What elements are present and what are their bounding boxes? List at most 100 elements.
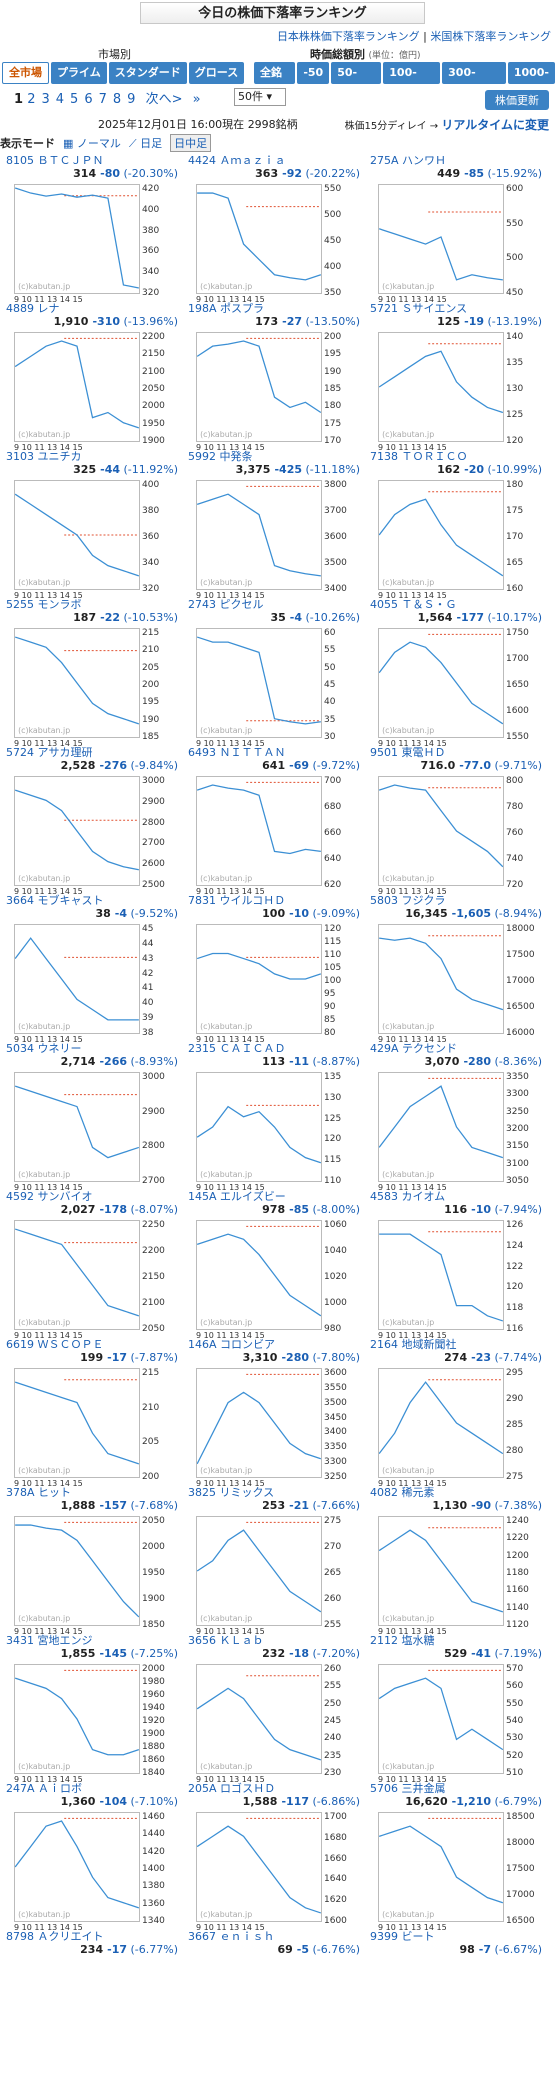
mode-daily[interactable]: ⟋ 日足: [128, 137, 163, 150]
market-prime-button[interactable]: プライム: [51, 62, 107, 84]
stock-card[interactable]: 4055 Ｔ＆Ｓ・Ｇ 1,564 -177 (-10.17%) (c)kabutan…: [370, 596, 546, 768]
stock-name[interactable]: 146A コロンビア: [188, 1338, 276, 1351]
stock-name[interactable]: 8798 Ａクリエイト: [6, 1930, 104, 1943]
stock-card[interactable]: 378A ヒット 1,888 -157 (-7.68%) (c)kabutan.jp…: [6, 1484, 182, 1656]
stock-name[interactable]: 5992 中発条: [188, 450, 253, 463]
stock-name[interactable]: 3431 宮地エンジ: [6, 1634, 93, 1647]
jp-ranking-link[interactable]: 日本株株価下落率ランキング: [276, 30, 420, 43]
stock-name[interactable]: 5724 アサカ理研: [6, 746, 93, 759]
stock-card[interactable]: 2164 地域新聞社 274 -23 (-7.74%) (c)kabutan.jp 2…: [370, 1336, 546, 1508]
stock-card[interactable]: 4082 稀元素 1,130 -90 (-7.38%) (c)kabutan.jp 1…: [370, 1484, 546, 1656]
intraday-chart[interactable]: (c)kabutan.jp: [196, 1368, 322, 1478]
stock-name[interactable]: 198A ポスプラ: [188, 302, 265, 315]
stock-name[interactable]: 429A テクセンド: [370, 1042, 458, 1055]
stock-name[interactable]: 4424 Ａｍａｚｉａ: [188, 154, 286, 167]
stock-name[interactable]: 4082 稀元素: [370, 1486, 435, 1499]
stock-name[interactable]: 6493 ＮＩＴＴＡＮ: [188, 746, 286, 759]
stock-card[interactable]: 3656 ＫＬａｂ 232 -18 (-7.20%) (c)kabutan.jp 26…: [188, 1632, 364, 1804]
page-link[interactable]: 6: [84, 92, 93, 107]
stock-name[interactable]: 378A ヒット: [6, 1486, 72, 1499]
intraday-chart[interactable]: (c)kabutan.jp: [14, 332, 140, 442]
stock-name[interactable]: 3103 ユニチカ: [6, 450, 82, 463]
stock-card[interactable]: 4583 カイオム 116 -10 (-7.94%) (c)kabutan.jp 12…: [370, 1188, 546, 1360]
intraday-chart[interactable]: (c)kabutan.jp: [196, 1664, 322, 1774]
intraday-chart[interactable]: (c)kabutan.jp: [196, 776, 322, 886]
intraday-chart[interactable]: (c)kabutan.jp: [14, 184, 140, 294]
cap-100-300-button[interactable]: 100-300: [383, 62, 441, 101]
stock-card[interactable]: 9399 ビート 98 -7 (-6.67%): [370, 1928, 546, 2100]
next-page-link[interactable]: 次へ>: [145, 92, 183, 107]
stock-card[interactable]: 2315 ＣＡＩＣＡＤ 113 -11 (-8.87%) (c)kabutan.jp…: [188, 1040, 364, 1212]
stock-name[interactable]: 3667 ｅｎｉｓｈ: [188, 1930, 275, 1943]
intraday-chart[interactable]: (c)kabutan.jp: [14, 1812, 140, 1922]
refresh-button[interactable]: 株価更新: [485, 90, 549, 110]
stock-card[interactable]: 205A ロゴスＨＤ 1,588 -117 (-6.86%) (c)kabutan.…: [188, 1780, 364, 1952]
stock-name[interactable]: 2164 地域新聞社: [370, 1338, 457, 1351]
cap-50-100-button[interactable]: 50-100: [331, 62, 382, 101]
intraday-chart[interactable]: (c)kabutan.jp: [196, 1220, 322, 1330]
page-link[interactable]: 4: [55, 92, 65, 107]
stock-card[interactable]: 5803 フジクラ 16,345 -1,605 (-8.94%) (c)kabuta…: [370, 892, 546, 1064]
stock-name[interactable]: 205A ロゴスＨＤ: [188, 1782, 276, 1795]
stock-card[interactable]: 3825 リミックス 253 -21 (-7.66%) (c)kabutan.jp 2…: [188, 1484, 364, 1656]
intraday-chart[interactable]: (c)kabutan.jp: [14, 480, 140, 590]
intraday-chart[interactable]: (c)kabutan.jp: [14, 1368, 140, 1478]
page-link[interactable]: 7: [98, 92, 107, 107]
stock-name[interactable]: 3664 モブキャスト: [6, 894, 104, 907]
mode-normal[interactable]: ▦ ノーマル: [63, 137, 121, 150]
page-link[interactable]: 2: [27, 92, 36, 107]
intraday-chart[interactable]: (c)kabutan.jp: [378, 776, 504, 886]
stock-name[interactable]: 247A Ａｉロボ: [6, 1782, 83, 1795]
stock-name[interactable]: 5721 Ｓサイエンス: [370, 302, 468, 315]
intraday-chart[interactable]: (c)kabutan.jp: [196, 1072, 322, 1182]
stock-card[interactable]: 7831 ウイルコＨＤ 100 -10 (-9.09%) (c)kabutan.jp…: [188, 892, 364, 1064]
stock-card[interactable]: 3667 ｅｎｉｓｈ 69 -5 (-6.76%): [188, 1928, 364, 2100]
intraday-chart[interactable]: (c)kabutan.jp: [196, 1812, 322, 1922]
stock-card[interactable]: 6493 ＮＩＴＴＡＮ 641 -69 (-9.72%) (c)kabutan.jp…: [188, 744, 364, 916]
stock-card[interactable]: 2743 ピクセル 35 -4 (-10.26%) (c)kabutan.jp 60 5…: [188, 596, 364, 768]
stock-name[interactable]: 2112 塩水糖: [370, 1634, 435, 1647]
intraday-chart[interactable]: (c)kabutan.jp: [378, 1220, 504, 1330]
stock-card[interactable]: 247A Ａｉロボ 1,360 -104 (-7.10%) (c)kabutan.j…: [6, 1780, 182, 1952]
realtime-link[interactable]: リアルタイムに変更: [441, 118, 549, 132]
stock-name[interactable]: 5034 ウネリー: [6, 1042, 82, 1055]
intraday-chart[interactable]: (c)kabutan.jp: [378, 1368, 504, 1478]
per-page-select[interactable]: 50件 ▾: [234, 88, 286, 106]
mode-intraday[interactable]: 日中足: [170, 134, 212, 152]
stock-name[interactable]: 7831 ウイルコＨＤ: [188, 894, 286, 907]
intraday-chart[interactable]: (c)kabutan.jp: [14, 924, 140, 1034]
stock-card[interactable]: 3103 ユニチカ 325 -44 (-11.92%) (c)kabutan.jp 4…: [6, 448, 182, 620]
market-growth-button[interactable]: グロース: [188, 62, 245, 84]
stock-card[interactable]: 4889 レナ 1,910 -310 (-13.96%) (c)kabutan.jp…: [6, 300, 182, 472]
cap-under50-button[interactable]: -50: [297, 62, 330, 84]
intraday-chart[interactable]: (c)kabutan.jp: [378, 184, 504, 294]
stock-card[interactable]: 2112 塩水糖 529 -41 (-7.19%) (c)kabutan.jp 570…: [370, 1632, 546, 1804]
intraday-chart[interactable]: (c)kabutan.jp: [14, 1220, 140, 1330]
stock-card[interactable]: 5721 Ｓサイエンス 125 -19 (-13.19%) (c)kabutan.j…: [370, 300, 546, 472]
intraday-chart[interactable]: (c)kabutan.jp: [196, 628, 322, 738]
intraday-chart[interactable]: (c)kabutan.jp: [378, 1812, 504, 1922]
cap-all-button[interactable]: 全銘柄: [254, 62, 296, 101]
intraday-chart[interactable]: (c)kabutan.jp: [378, 1664, 504, 1774]
page-link[interactable]: 9: [127, 92, 136, 107]
market-all-button[interactable]: 全市場: [2, 62, 49, 84]
stock-card[interactable]: 6619 ＷＳＣＯＰＥ 199 -17 (-7.87%) (c)kabutan.jp…: [6, 1336, 182, 1508]
stock-name[interactable]: 9501 東電ＨＤ: [370, 746, 446, 759]
last-page-link[interactable]: »: [192, 92, 201, 107]
market-standard-button[interactable]: スタンダード: [108, 62, 187, 84]
stock-name[interactable]: 4055 Ｔ＆Ｓ・Ｇ: [370, 598, 457, 611]
stock-name[interactable]: 145A エルイズビー: [188, 1190, 286, 1203]
intraday-chart[interactable]: (c)kabutan.jp: [378, 924, 504, 1034]
page-link[interactable]: 3: [41, 92, 50, 107]
stock-name[interactable]: 4592 サンバイオ: [6, 1190, 93, 1203]
stock-card[interactable]: 8798 Ａクリエイト 234 -17 (-6.77%): [6, 1928, 182, 2100]
stock-name[interactable]: 2315 ＣＡＩＣＡＤ: [188, 1042, 286, 1055]
stock-card[interactable]: 5992 中発条 3,375 -425 (-11.18%) (c)kabutan.j…: [188, 448, 364, 620]
stock-card[interactable]: 3664 モブキャスト 38 -4 (-9.52%) (c)kabutan.jp 45…: [6, 892, 182, 1064]
stock-card[interactable]: 146A コロンビア 3,310 -280 (-7.80%) (c)kabutan.…: [188, 1336, 364, 1508]
intraday-chart[interactable]: (c)kabutan.jp: [14, 1072, 140, 1182]
intraday-chart[interactable]: (c)kabutan.jp: [14, 776, 140, 886]
intraday-chart[interactable]: (c)kabutan.jp: [196, 184, 322, 294]
intraday-chart[interactable]: (c)kabutan.jp: [378, 332, 504, 442]
stock-card[interactable]: 9501 東電ＨＤ 716.0 -77.0 (-9.71%) (c)kabutan.…: [370, 744, 546, 916]
